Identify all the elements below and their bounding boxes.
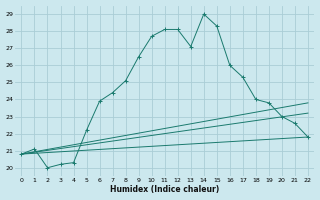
X-axis label: Humidex (Indice chaleur): Humidex (Indice chaleur) [110,185,219,194]
